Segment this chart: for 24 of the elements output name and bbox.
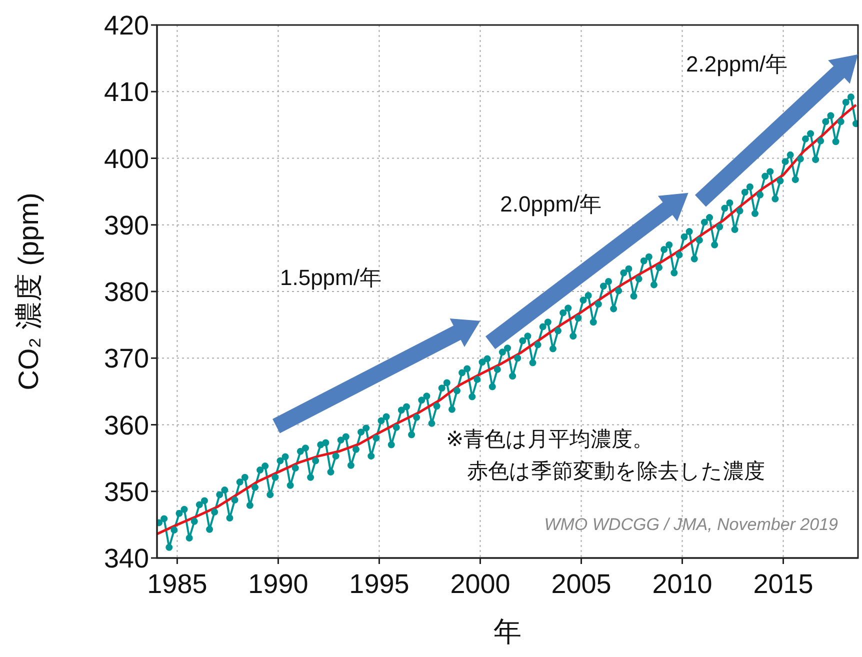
x-tick-label: 2000: [450, 569, 510, 600]
annotation: 1.5ppm/年: [280, 264, 382, 290]
x-tick-label: 1995: [349, 569, 410, 600]
y-tick-label: 350: [104, 476, 149, 507]
annotation: 赤色は季節変動を除去した濃度: [467, 460, 765, 483]
y-tick-label: 420: [104, 10, 149, 41]
x-tick-label: 1990: [248, 569, 308, 600]
y-tick-label: 340: [104, 544, 149, 574]
y-tick-label: 360: [104, 410, 149, 440]
y-tick-label: 390: [104, 210, 149, 240]
annotation: 2.0ppm/年: [500, 192, 602, 217]
y-tick-label: 410: [104, 77, 149, 108]
x-axis-title: 年: [494, 616, 522, 647]
y-tick-label: 370: [104, 344, 149, 374]
y-tick-label: 400: [104, 144, 149, 174]
annotation: WMO WDCGG / JMA, November 2019: [544, 515, 839, 534]
y-tick-label: 380: [104, 277, 149, 308]
y-axis-title: CO₂ 濃度 (ppm): [12, 192, 44, 390]
annotation: ※青色は月平均濃度。: [446, 428, 654, 451]
x-tick-label: 2005: [551, 569, 612, 600]
x-tick-label: 1985: [147, 569, 208, 600]
x-tick-label: 2015: [753, 569, 814, 600]
x-tick-label: 2010: [652, 569, 712, 600]
annotation: 2.2ppm/年: [686, 52, 788, 77]
